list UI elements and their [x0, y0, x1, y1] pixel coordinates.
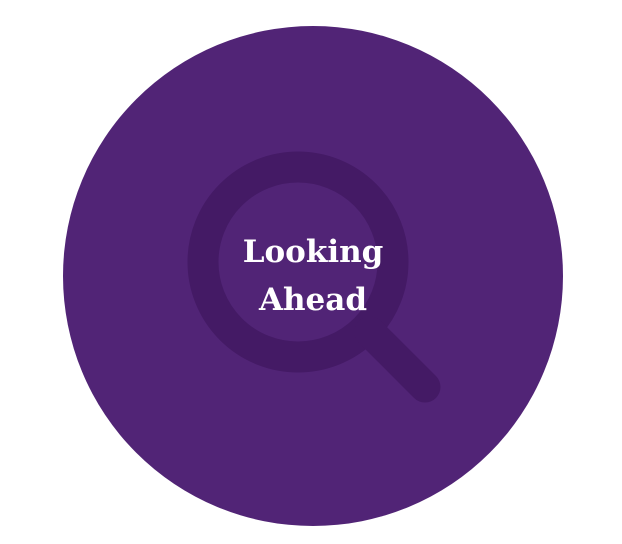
magnifier-handle	[354, 316, 441, 403]
badge-title-line-1: Looking	[242, 234, 384, 270]
magnifier-lens-ring	[187, 151, 409, 373]
purple-circle-badge	[63, 26, 563, 526]
badge-title-line-2: Ahead	[258, 282, 368, 318]
badge-title: Looking Ahead	[188, 228, 438, 324]
